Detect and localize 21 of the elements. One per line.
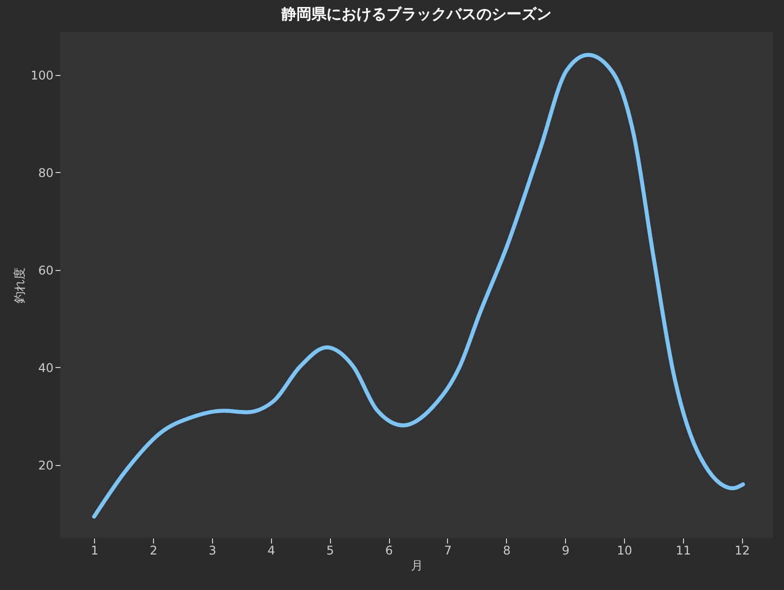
y-tick-label: 40 — [38, 360, 54, 375]
x-tick-label: 7 — [444, 544, 452, 558]
y-tick-label: 80 — [38, 166, 54, 180]
x-tick-label: 12 — [734, 544, 750, 558]
y-tick-label: 100 — [30, 68, 54, 82]
chart-title: 静岡県におけるブラックバスのシーズン — [280, 5, 552, 23]
x-tick-label: 6 — [385, 544, 393, 558]
x-tick-label: 5 — [326, 544, 334, 558]
x-tick-label: 4 — [267, 544, 276, 558]
x-tick-label: 10 — [616, 544, 632, 558]
x-tick-label: 11 — [676, 544, 692, 558]
x-tick-label: 1 — [90, 544, 98, 558]
y-tick-label: 60 — [38, 263, 54, 278]
x-tick-label: 9 — [562, 544, 570, 558]
line-series — [92, 52, 745, 519]
x-tick-label: 3 — [208, 544, 216, 558]
x-tick-label: 2 — [150, 544, 158, 558]
x-axis-title: 月 — [411, 558, 423, 572]
x-tick-label: 8 — [502, 544, 511, 558]
y-axis-title: 釣れ度 — [12, 268, 27, 304]
y-tick-label: 20 — [38, 458, 54, 472]
